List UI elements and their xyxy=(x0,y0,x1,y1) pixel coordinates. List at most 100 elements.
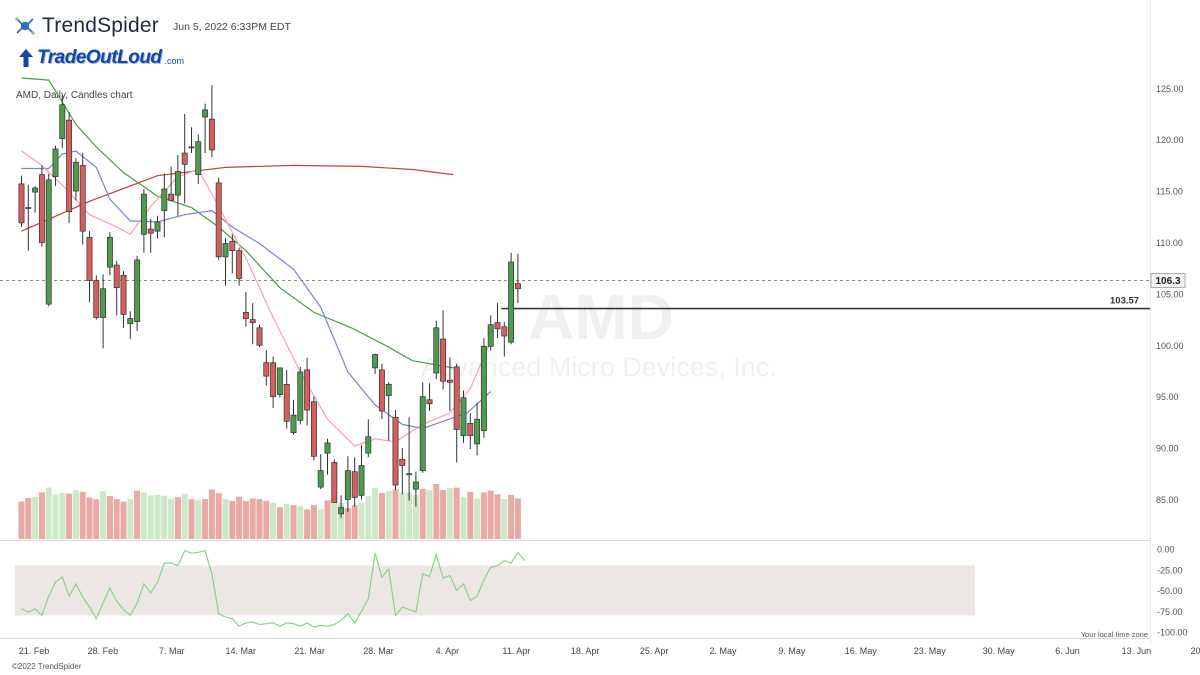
candle xyxy=(32,185,39,213)
volume-bar xyxy=(460,497,467,539)
tradeoutloud-logo: TradeOutLoud .com xyxy=(18,47,184,69)
candle xyxy=(52,145,59,186)
candle-body xyxy=(474,418,481,445)
candle-body xyxy=(38,174,45,243)
oscillator-tick-label: -100.00 xyxy=(1157,628,1188,638)
volume-bar xyxy=(242,500,249,539)
candle xyxy=(222,238,229,286)
sma-20-line xyxy=(21,150,492,430)
candle-body xyxy=(242,312,249,319)
volume-bar xyxy=(324,500,331,539)
candle xyxy=(188,127,195,154)
volume-bar xyxy=(453,487,460,539)
date-tick-label: 13. Jun xyxy=(1122,646,1152,656)
volume-bar xyxy=(310,505,317,539)
candle xyxy=(474,402,481,456)
candle-body xyxy=(276,367,283,395)
candle-layer xyxy=(18,85,521,518)
volume-bar xyxy=(399,493,406,539)
chart-label: AMD, Daily, Candles chart xyxy=(16,90,133,101)
candle-body xyxy=(501,326,508,337)
candle-body xyxy=(426,399,433,405)
candle xyxy=(18,175,25,228)
date-tick-label: 6. Jun xyxy=(1055,646,1080,656)
watermark-company: Advanced Micro Devices, Inc. xyxy=(421,352,777,382)
candle-body xyxy=(372,354,379,369)
volume-bar xyxy=(433,484,440,539)
candle xyxy=(45,173,52,307)
candle-body xyxy=(72,161,79,192)
volume-bar xyxy=(256,499,263,539)
volume-bar xyxy=(154,494,161,539)
candle-body xyxy=(365,436,372,454)
candle xyxy=(181,113,188,204)
volume-bar xyxy=(45,487,52,539)
oscillator-band-layer xyxy=(15,565,975,616)
volume-bar xyxy=(514,498,521,539)
volume-bar xyxy=(134,490,141,539)
volume-bar xyxy=(283,503,290,539)
candle-body xyxy=(18,183,25,224)
candle-body xyxy=(283,383,290,422)
candle-body xyxy=(222,243,229,258)
candle xyxy=(372,353,379,375)
candle-body xyxy=(494,322,501,330)
price-tick-label: 120.00 xyxy=(1156,135,1184,145)
price-tick-label: 90.00 xyxy=(1156,444,1179,454)
volume-bar xyxy=(86,497,93,539)
candle xyxy=(317,454,324,490)
candle-body xyxy=(514,283,521,290)
candle-body xyxy=(66,119,73,212)
volume-bar xyxy=(358,502,365,539)
candle xyxy=(161,173,168,238)
candle xyxy=(249,303,256,345)
volume-bar xyxy=(270,502,277,539)
volume-bar xyxy=(317,509,324,539)
volume-bar xyxy=(480,492,487,539)
candle-body xyxy=(202,109,209,118)
volume-bar xyxy=(304,509,311,539)
volume-bar xyxy=(100,491,107,539)
candle xyxy=(283,369,290,429)
candle-body xyxy=(358,465,365,496)
volume-bar xyxy=(66,493,73,539)
oscillator-tick-label: -25.00 xyxy=(1157,565,1183,575)
candle-body xyxy=(32,187,39,193)
last-price-box xyxy=(1150,273,1186,288)
candle xyxy=(256,324,263,348)
candle xyxy=(290,399,297,435)
tradeoutloud-domain: .com xyxy=(164,56,185,66)
price-tick-label: 115.00 xyxy=(1156,187,1183,197)
candle-body xyxy=(208,118,215,151)
date-tick-label: 25. Apr xyxy=(640,646,669,656)
volume-bar xyxy=(419,488,426,539)
date-tick-label: 7. Mar xyxy=(159,646,185,656)
volume-bar xyxy=(249,498,256,539)
candle-body xyxy=(270,362,277,398)
candle xyxy=(351,457,358,507)
candle xyxy=(113,260,120,316)
price-tick-label: 85.00 xyxy=(1156,495,1179,505)
candle-body xyxy=(263,362,270,377)
candle xyxy=(378,363,385,420)
volume-bar xyxy=(18,501,25,539)
volume-bar xyxy=(140,492,147,539)
candle-body xyxy=(229,241,236,252)
candle-body xyxy=(168,193,175,201)
volume-bar xyxy=(229,500,236,539)
candle-body xyxy=(79,165,86,232)
candle-body xyxy=(45,179,52,305)
candle xyxy=(304,357,311,426)
date-tick-label: 11. Apr xyxy=(502,646,530,656)
volume-bar xyxy=(93,499,100,539)
candle-body xyxy=(106,236,113,268)
volume-bar xyxy=(208,489,215,539)
volume-bar xyxy=(351,505,358,539)
candle xyxy=(100,274,107,349)
candle-body xyxy=(331,462,338,503)
date-tick-label: 30. May xyxy=(983,646,1016,656)
date-tick-label: 2. May xyxy=(709,646,737,656)
date-tick-label: 23. May xyxy=(914,646,947,656)
